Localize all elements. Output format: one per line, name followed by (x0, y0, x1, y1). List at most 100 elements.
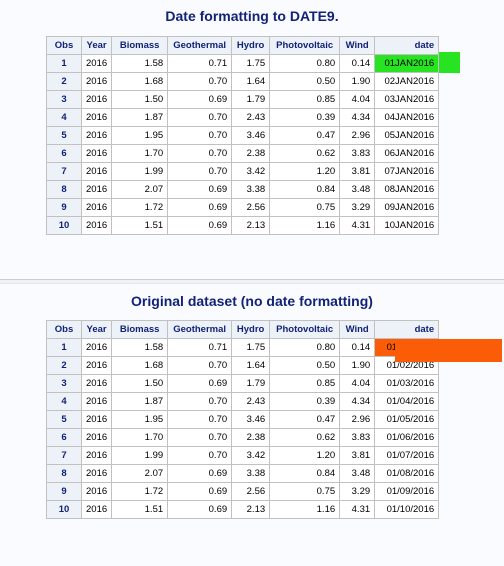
cell-photovoltaic: 0.47 (270, 127, 340, 145)
column-header-biomass: Biomass (112, 37, 168, 55)
cell-year: 2016 (82, 501, 112, 519)
cell-wind: 1.90 (340, 357, 375, 375)
column-header-obs: Obs (47, 37, 82, 55)
cell-obs: 3 (47, 91, 82, 109)
cell-photovoltaic: 0.50 (270, 73, 340, 91)
table-row: 7 2016 1.99 0.70 3.42 1.20 3.81 01/07/2016 (47, 447, 439, 465)
cell-year: 2016 (82, 429, 112, 447)
table-row: 8 2016 2.07 0.69 3.38 0.84 3.48 08JAN2016 (47, 181, 439, 199)
cell-date: 01/08/2016 (375, 465, 439, 483)
cell-geothermal: 0.69 (168, 375, 232, 393)
column-header-photovoltaic: Photovoltaic (270, 321, 340, 339)
cell-biomass: 2.07 (112, 465, 168, 483)
cell-biomass: 1.99 (112, 163, 168, 181)
cell-hydro: 1.64 (232, 357, 270, 375)
table-header-row: Obs Year Biomass Geothermal Hydro Photovoltai… (47, 37, 439, 55)
cell-hydro: 1.75 (232, 55, 270, 73)
cell-year: 2016 (82, 375, 112, 393)
cell-year: 2016 (82, 483, 112, 501)
cell-obs: 2 (47, 357, 82, 375)
cell-biomass: 2.07 (112, 181, 168, 199)
column-header-geothermal: Geothermal (168, 37, 232, 55)
cell-year: 2016 (82, 127, 112, 145)
cell-biomass: 1.87 (112, 393, 168, 411)
table-row: 10 2016 1.51 0.69 2.13 1.16 4.31 01/10/2016 (47, 501, 439, 519)
column-header-wind: Wind (340, 37, 375, 55)
cell-date: 03JAN2016 (375, 91, 439, 109)
cell-wind: 3.29 (340, 483, 375, 501)
cell-hydro: 3.38 (232, 465, 270, 483)
cell-wind: 0.14 (340, 339, 375, 357)
cell-obs: 1 (47, 55, 82, 73)
table-row: 5 2016 1.95 0.70 3.46 0.47 2.96 01/05/2016 (47, 411, 439, 429)
cell-photovoltaic: 0.62 (270, 429, 340, 447)
cell-photovoltaic: 0.85 (270, 91, 340, 109)
cell-biomass: 1.51 (112, 501, 168, 519)
cell-obs: 10 (47, 501, 82, 519)
cell-geothermal: 0.70 (168, 109, 232, 127)
cell-year: 2016 (82, 55, 112, 73)
cell-photovoltaic: 1.16 (270, 501, 340, 519)
cell-year: 2016 (82, 109, 112, 127)
cell-obs: 7 (47, 163, 82, 181)
cell-date: 09JAN2016 (375, 199, 439, 217)
cell-year: 2016 (82, 411, 112, 429)
date9-section: Date formatting to DATE9. Obs Year Biomass… (0, 0, 504, 278)
cell-hydro: 1.75 (232, 339, 270, 357)
table-row: 4 2016 1.87 0.70 2.43 0.39 4.34 04JAN2016 (47, 109, 439, 127)
cell-obs: 5 (47, 411, 82, 429)
cell-year: 2016 (82, 199, 112, 217)
cell-biomass: 1.50 (112, 375, 168, 393)
cell-date: 01/05/2016 (375, 411, 439, 429)
cell-wind: 3.83 (340, 145, 375, 163)
table-row: 1 2016 1.58 0.71 1.75 0.80 0.14 01JAN2016 (47, 55, 439, 73)
cell-hydro: 1.64 (232, 73, 270, 91)
cell-obs: 4 (47, 393, 82, 411)
cell-date: 08JAN2016 (375, 181, 439, 199)
table-row: 8 2016 2.07 0.69 3.38 0.84 3.48 01/08/2016 (47, 465, 439, 483)
cell-photovoltaic: 0.85 (270, 375, 340, 393)
cell-year: 2016 (82, 339, 112, 357)
cell-wind: 3.83 (340, 429, 375, 447)
cell-biomass: 1.95 (112, 127, 168, 145)
cell-obs: 10 (47, 217, 82, 235)
table-row: 7 2016 1.99 0.70 3.42 1.20 3.81 07JAN2016 (47, 163, 439, 181)
table1-title: Date formatting to DATE9. (0, 8, 504, 24)
date9-formatted-table: Obs Year Biomass Geothermal Hydro Photovoltai… (46, 36, 439, 235)
column-header-hydro: Hydro (232, 37, 270, 55)
cell-geothermal: 0.71 (168, 55, 232, 73)
cell-hydro: 1.79 (232, 91, 270, 109)
cell-photovoltaic: 0.75 (270, 483, 340, 501)
cell-date: 05JAN2016 (375, 127, 439, 145)
cell-wind: 4.34 (340, 109, 375, 127)
cell-hydro: 2.56 (232, 199, 270, 217)
cell-photovoltaic: 0.39 (270, 393, 340, 411)
cell-biomass: 1.68 (112, 73, 168, 91)
cell-date: 01/10/2016 (375, 501, 439, 519)
cell-year: 2016 (82, 393, 112, 411)
cell-date: 07JAN2016 (375, 163, 439, 181)
cell-date: 01/04/2016 (375, 393, 439, 411)
cell-photovoltaic: 0.50 (270, 357, 340, 375)
cell-biomass: 1.50 (112, 91, 168, 109)
cell-date: 01/06/2016 (375, 429, 439, 447)
cell-wind: 4.31 (340, 501, 375, 519)
cell-photovoltaic: 0.84 (270, 465, 340, 483)
table-header-row: Obs Year Biomass Geothermal Hydro Photovoltai… (47, 321, 439, 339)
cell-photovoltaic: 0.47 (270, 411, 340, 429)
cell-hydro: 2.13 (232, 217, 270, 235)
cell-geothermal: 0.70 (168, 357, 232, 375)
cell-year: 2016 (82, 217, 112, 235)
cell-biomass: 1.70 (112, 429, 168, 447)
cell-hydro: 2.38 (232, 145, 270, 163)
column-header-date: date (375, 321, 439, 339)
cell-wind: 4.31 (340, 217, 375, 235)
cell-hydro: 1.79 (232, 375, 270, 393)
cell-year: 2016 (82, 447, 112, 465)
cell-obs: 1 (47, 339, 82, 357)
orange-highlight-marker (395, 339, 502, 362)
cell-hydro: 3.42 (232, 447, 270, 465)
cell-geothermal: 0.70 (168, 429, 232, 447)
column-header-year: Year (82, 321, 112, 339)
